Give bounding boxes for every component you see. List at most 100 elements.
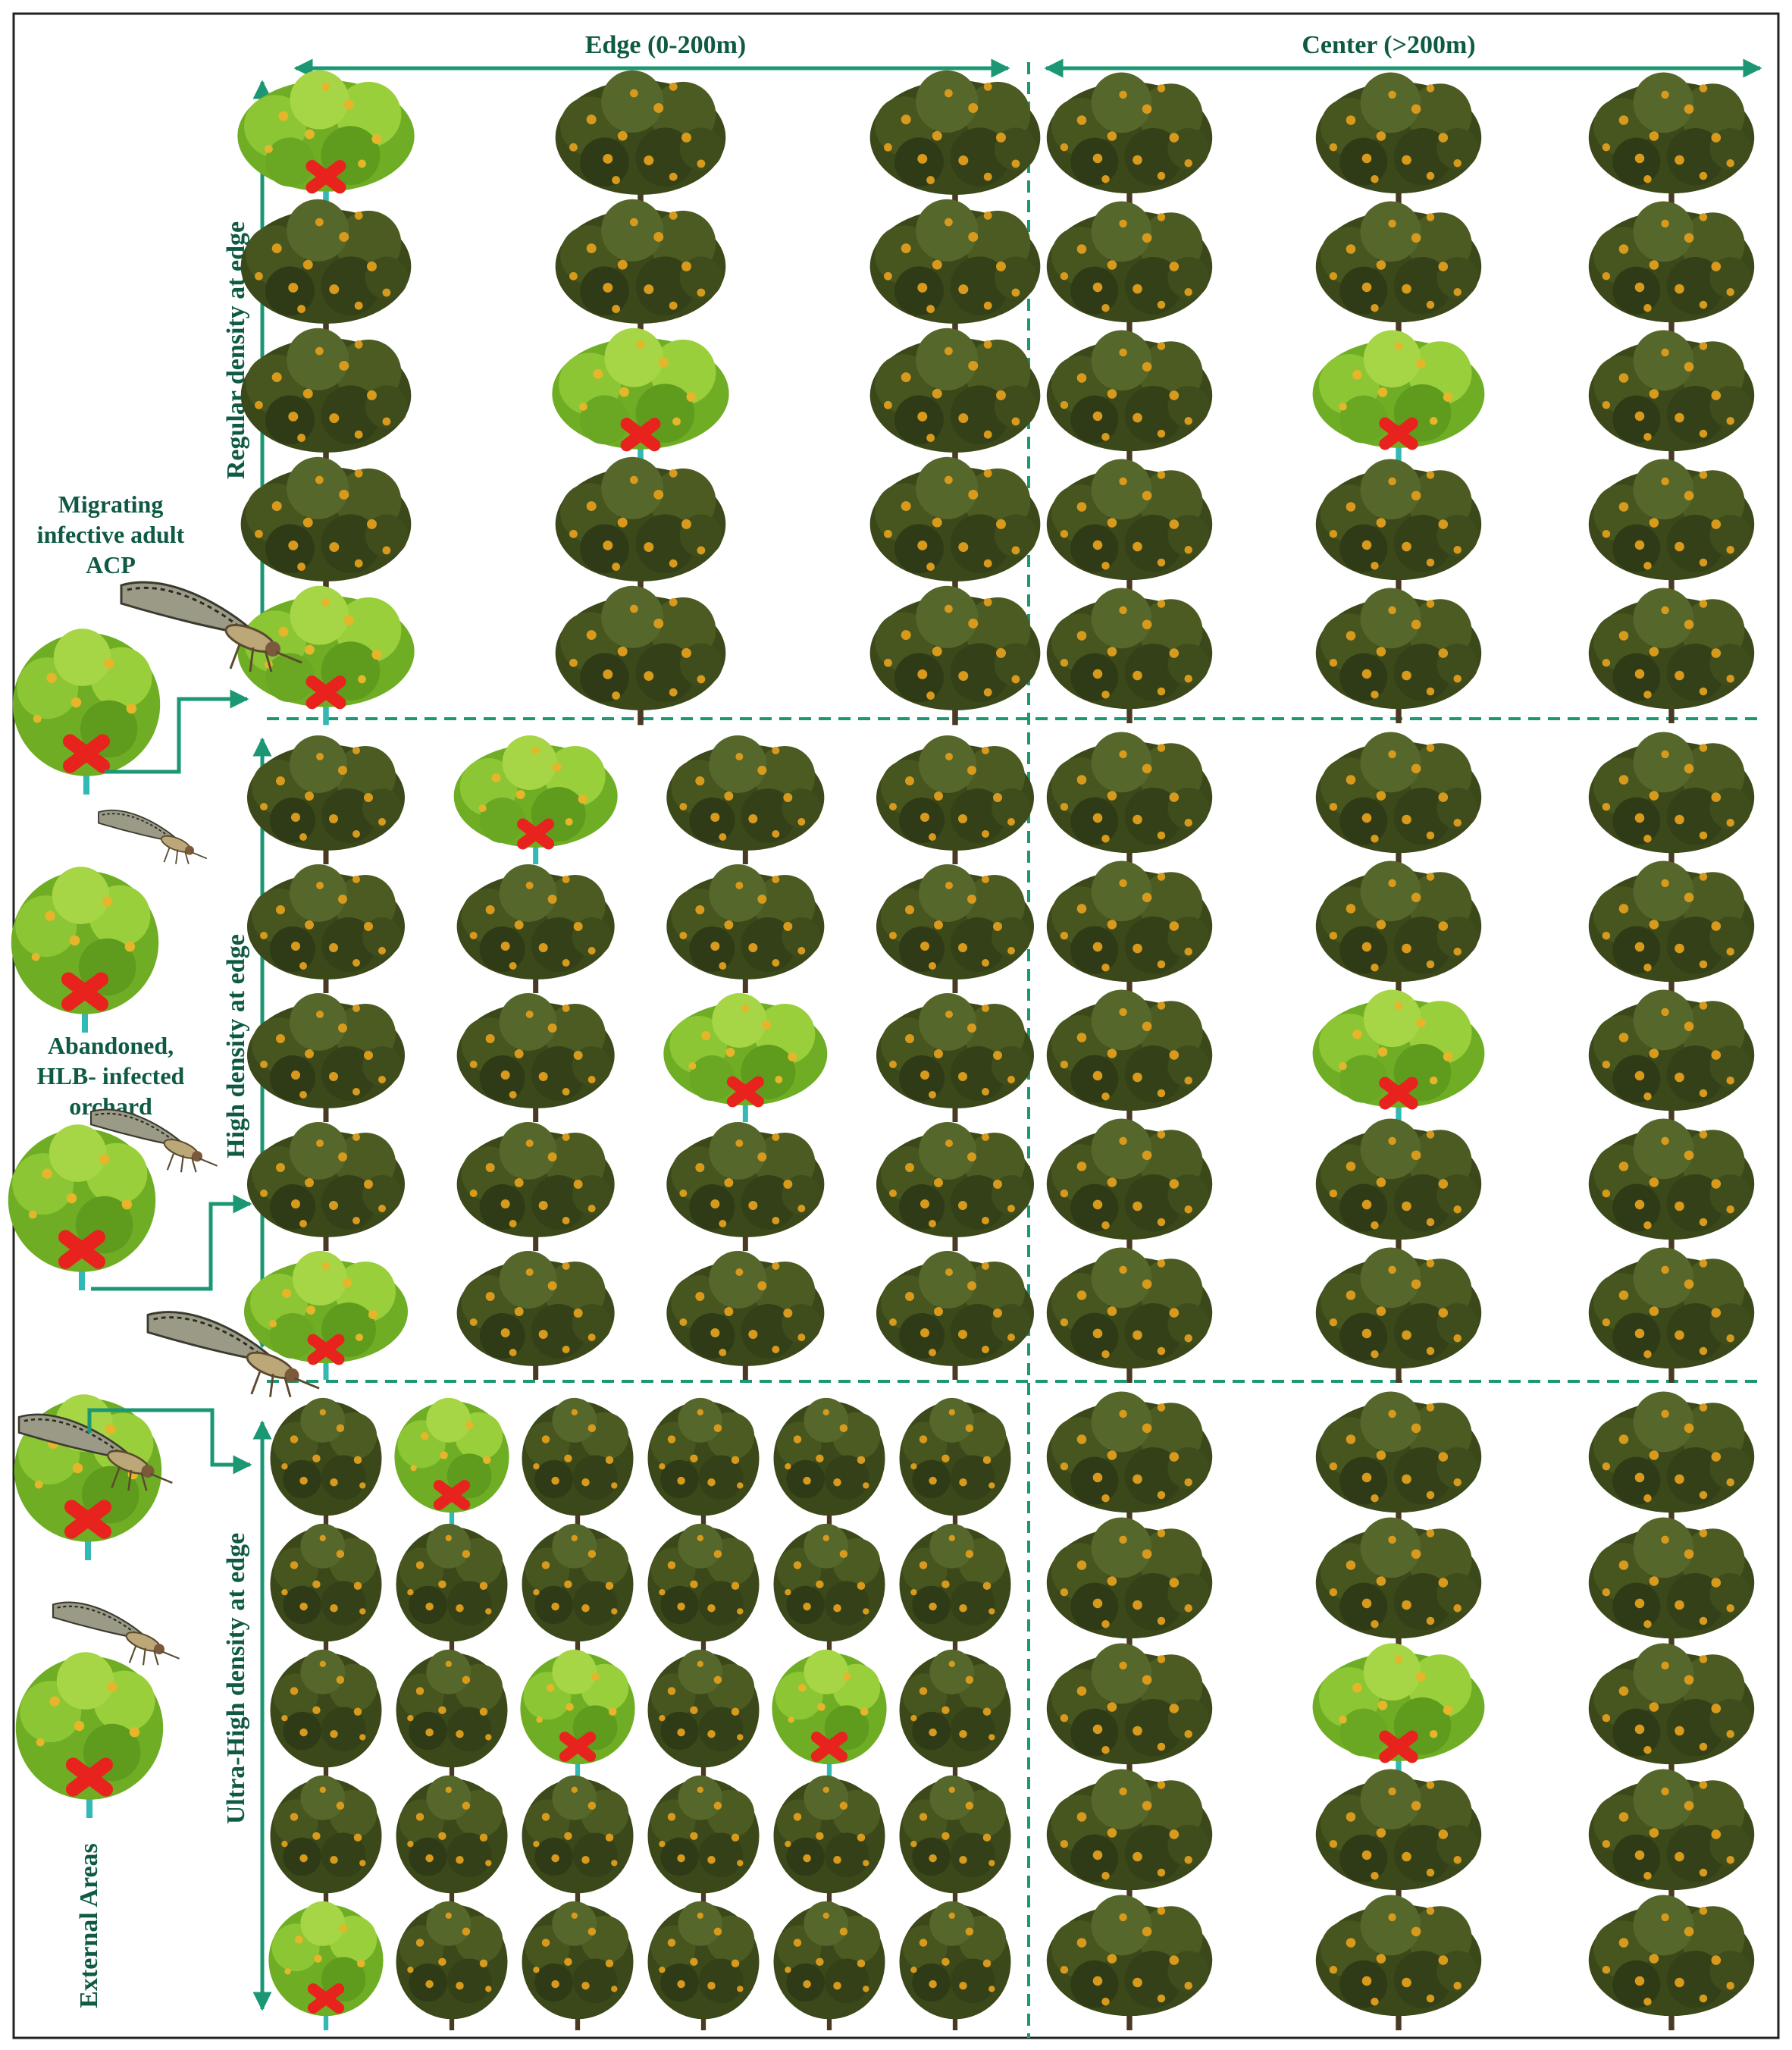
ultra-density-label: Ultra-High density at edge (222, 1533, 250, 1824)
healthy-tree-icon (666, 1251, 824, 1380)
healthy-tree-icon (1316, 1119, 1481, 1255)
migrating-line-1: Migrating (58, 491, 164, 518)
migration-arrow-1 (105, 689, 249, 774)
healthy-tree-icon (522, 1901, 634, 2030)
healthy-tree-icon (870, 199, 1041, 339)
healthy-tree-icon (1589, 990, 1754, 1126)
healthy-tree-icon (1316, 202, 1481, 337)
healthy-tree-icon (241, 457, 412, 597)
healthy-tree-icon (396, 1776, 508, 1904)
infected-tree-icon (772, 1650, 886, 1779)
healthy-tree-icon (241, 328, 412, 468)
abandoned-line-2: HLB- infected (37, 1062, 185, 1089)
healthy-tree-icon (1047, 73, 1212, 208)
healthy-tree-icon (870, 457, 1041, 597)
healthy-tree-icon (1316, 1769, 1481, 1905)
healthy-tree-icon (247, 735, 405, 864)
external-infected-tree (13, 628, 160, 795)
healthy-tree-icon (648, 1524, 760, 1653)
healthy-tree-icon (1589, 459, 1754, 595)
tree-grid (237, 71, 1754, 2030)
healthy-tree-icon (876, 993, 1034, 1122)
healthy-tree-icon (247, 1122, 405, 1251)
healthy-tree-icon (1589, 73, 1754, 208)
healthy-tree-icon (522, 1776, 634, 1904)
healthy-tree-icon (1589, 861, 1754, 997)
healthy-tree-icon (1047, 459, 1212, 595)
healthy-tree-icon (1316, 1895, 1481, 2031)
healthy-tree-icon (271, 1650, 382, 1779)
healthy-tree-icon (396, 1524, 508, 1653)
infected-tree-icon (1313, 331, 1485, 466)
healthy-tree-icon (1047, 331, 1212, 466)
external-infected-tree (11, 867, 158, 1033)
external-areas-label: External Areas (75, 1843, 103, 2008)
healthy-tree-icon (457, 1122, 615, 1251)
healthy-tree-icon (870, 328, 1041, 468)
infected-tree-icon (520, 1650, 634, 1779)
healthy-tree-icon (876, 1122, 1034, 1251)
healthy-tree-icon (666, 864, 824, 993)
infected-tree-icon (663, 993, 827, 1122)
healthy-tree-icon (648, 1650, 760, 1779)
healthy-tree-icon (876, 735, 1034, 864)
healthy-tree-icon (241, 199, 412, 339)
healthy-tree-icon (247, 993, 405, 1122)
infected-tree-icon (394, 1398, 509, 1527)
healthy-tree-icon (870, 71, 1041, 210)
healthy-tree-icon (666, 735, 824, 864)
infected-tree-icon (1313, 1644, 1485, 1779)
edge-header: Edge (0-200m) (293, 31, 1010, 78)
healthy-tree-icon (1316, 588, 1481, 724)
healthy-tree-icon (648, 1398, 760, 1527)
external-infected-tree (8, 1124, 155, 1290)
healthy-tree-icon (1589, 1392, 1754, 1528)
healthy-tree-icon (774, 1398, 885, 1527)
infected-tree-icon (1313, 990, 1485, 1126)
healthy-tree-icon (556, 71, 726, 210)
healthy-tree-icon (666, 1122, 824, 1251)
healthy-tree-icon (1589, 1119, 1754, 1255)
healthy-tree-icon (774, 1901, 885, 2030)
migrating-label: Migrating infective adult ACP (37, 491, 185, 578)
healthy-tree-icon (774, 1524, 885, 1653)
healthy-tree-icon (1047, 1518, 1212, 1653)
healthy-tree-icon (556, 457, 726, 597)
healthy-tree-icon (457, 864, 615, 993)
healthy-tree-icon (1589, 331, 1754, 466)
healthy-tree-icon (556, 199, 726, 339)
outer-frame (12, 12, 1780, 2039)
healthy-tree-icon (1047, 732, 1212, 868)
healthy-tree-icon (900, 1901, 1011, 2030)
healthy-tree-icon (1316, 1248, 1481, 1384)
healthy-tree-icon (1589, 1895, 1754, 2031)
migrating-line-2: infective adult (37, 521, 185, 548)
center-header: Center (>200m) (1044, 31, 1762, 78)
healthy-tree-icon (900, 1524, 1011, 1653)
healthy-tree-icon (900, 1776, 1011, 1904)
abandoned-label: Abandoned, HLB- infected orchard (37, 1032, 185, 1120)
healthy-tree-icon (1589, 1518, 1754, 1653)
healthy-tree-icon (457, 1251, 615, 1380)
healthy-tree-icon (1047, 1644, 1212, 1779)
healthy-tree-icon (876, 1251, 1034, 1380)
healthy-tree-icon (396, 1650, 508, 1779)
healthy-tree-icon (247, 864, 405, 993)
migration-arrows (87, 689, 252, 1475)
healthy-tree-icon (1589, 202, 1754, 337)
psyllid-icon (98, 809, 208, 865)
healthy-tree-icon (1047, 1248, 1212, 1384)
external-infected-tree (16, 1652, 163, 1818)
center-header-label: Center (>200m) (1302, 31, 1475, 59)
healthy-tree-icon (1316, 1518, 1481, 1653)
migration-arrow-3 (87, 1408, 252, 1475)
healthy-tree-icon (271, 1776, 382, 1904)
healthy-tree-icon (900, 1650, 1011, 1779)
high-density-label: High density at edge (222, 934, 250, 1158)
healthy-tree-icon (522, 1398, 634, 1527)
ultra-density-axis: Ultra-High density at edge (222, 1420, 272, 2011)
healthy-tree-icon (271, 1398, 382, 1527)
healthy-tree-icon (1589, 1644, 1754, 1779)
migrating-line-3: ACP (86, 551, 136, 578)
